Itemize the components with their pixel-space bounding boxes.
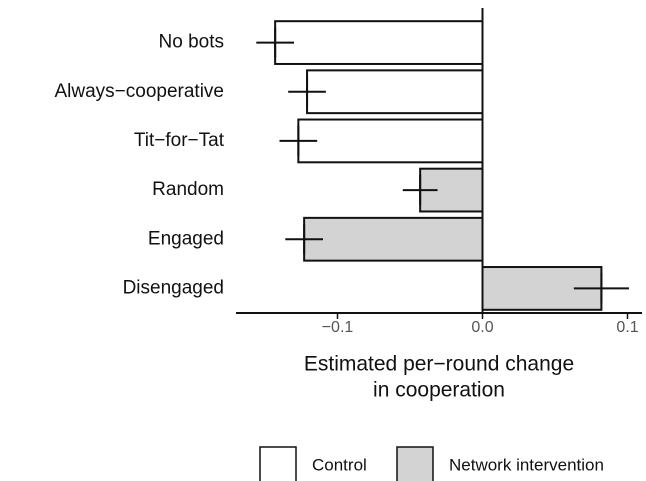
legend-swatch — [396, 446, 434, 481]
legend-label: Control — [312, 455, 367, 474]
bar — [297, 118, 484, 164]
category-label: Random — [152, 179, 224, 200]
bar — [274, 20, 484, 65]
x-tick-label: −0.1 — [322, 319, 354, 336]
bar — [306, 69, 484, 115]
x-tick-label: 0.0 — [471, 319, 493, 336]
x-axis-title: in cooperation — [373, 379, 505, 402]
legend-label: Network intervention — [449, 455, 604, 474]
bar — [303, 216, 484, 262]
legend-swatch — [259, 446, 297, 481]
x-tick-label: 0.1 — [616, 319, 638, 336]
x-axis-title: Estimated per−round change — [304, 353, 574, 376]
category-label: Always−cooperative — [54, 81, 224, 102]
category-label: Disengaged — [123, 277, 224, 298]
category-label: Engaged — [148, 228, 224, 249]
category-label: Tit−for−Tat — [134, 130, 225, 151]
category-label: No bots — [159, 32, 224, 53]
